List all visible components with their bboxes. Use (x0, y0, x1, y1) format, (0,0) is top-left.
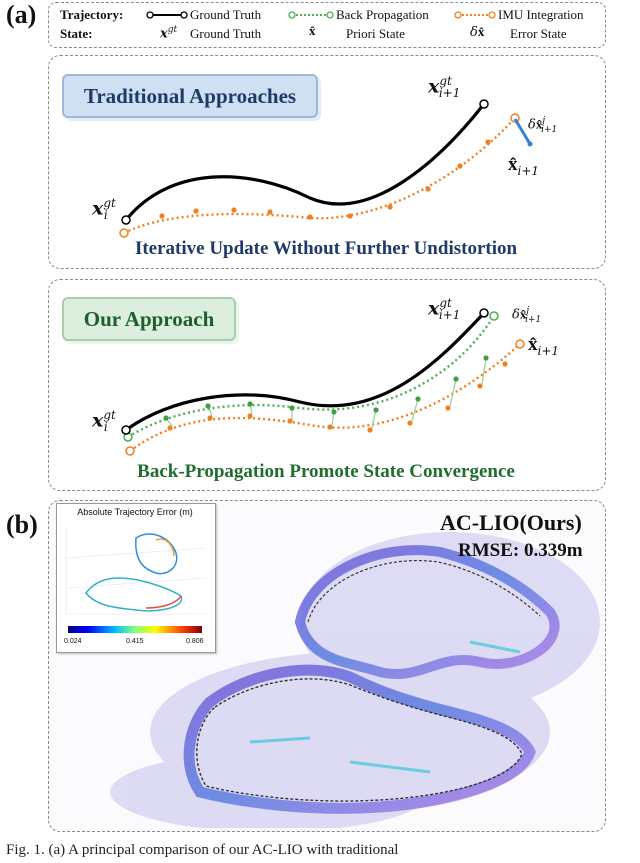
traditional-label-xhat: x̂i+1 (508, 154, 540, 178)
map-bottom-loop (183, 664, 536, 814)
ate-inset-title: Absolute Trajectory Error (m) (77, 507, 193, 517)
traditional-diagram (119, 99, 533, 238)
map-top-loop (294, 545, 560, 679)
legend-imu-integration-label: IMU Integration (498, 7, 584, 22)
ours-ground-truth-curve (125, 311, 486, 432)
legend-box (48, 2, 606, 48)
legend-state-priori-label: Priori State (346, 26, 405, 41)
ours-backprop-end-marker (489, 311, 499, 321)
traditional-badge: Traditional Approaches (62, 74, 318, 118)
legend-state-gt-symbol: xgt (160, 25, 178, 42)
ours-label-error: δx̂ji+1 (512, 306, 542, 325)
rmse-value: RMSE: 0.339m (458, 540, 583, 561)
legend-back-propagation-label: Back Propagation (336, 7, 429, 22)
ours-label-xgt-i: xgti (92, 408, 116, 435)
traditional-ground-truth-curve (124, 103, 486, 222)
legend-state-error-label: Error State (510, 26, 567, 41)
ours-backprop-curve (127, 321, 491, 439)
figure-caption: Fig. 1. (a) A principal comparison of ou… (6, 842, 399, 858)
ate-inset-plot (65, 528, 207, 633)
legend-state-key: State: (60, 26, 93, 41)
legend-trajectory-key: Trajectory: (60, 7, 124, 22)
traditional-error-line (513, 118, 532, 145)
ours-caption: Back-Propagation Promote State Convergen… (137, 461, 515, 482)
ate-colorbar-tick-min: 0.024 (64, 638, 82, 645)
ours-gt-start-marker (121, 425, 131, 435)
ours-gt-end-marker (479, 308, 489, 318)
legend-state-error-symbol: δx̂ (470, 24, 485, 40)
ours-imu-points (167, 361, 508, 433)
traditional-gt-start-marker (121, 215, 131, 225)
ours-box (48, 279, 606, 491)
ate-inset-trajectory-top (135, 533, 178, 575)
point-cloud-map (110, 532, 600, 828)
legend-state-priori-symbol: x̂ (309, 23, 316, 38)
ours-imu-end-marker (515, 339, 525, 349)
traditional-gt-end-marker (479, 99, 489, 109)
ours-backprop-points (163, 355, 489, 421)
map-trajectory (196, 678, 523, 802)
method-title: AC-LIO(Ours) (440, 510, 582, 535)
legend-ground-truth-label: Ground Truth (190, 7, 262, 22)
ate-colorbar (68, 626, 202, 633)
ate-colorbar-tick-max: 0.806 (186, 638, 204, 645)
traditional-imu-start-marker (119, 228, 129, 238)
panel-a-label: (a) (6, 0, 37, 29)
ours-diagram (121, 308, 525, 456)
ours-imu-curve (129, 343, 521, 452)
traditional-box (48, 55, 606, 269)
ours-label-xhat: x̂i+1 (528, 334, 560, 358)
traditional-imu-points (159, 139, 491, 220)
legend-line-samples (146, 11, 496, 19)
ours-label-xgt-i1: xgti+1 (428, 296, 461, 323)
traditional-label-xgt-i1: xgti+1 (428, 74, 461, 101)
ate-colorbar-tick-mid: 0.415 (126, 638, 144, 645)
panel-b-label: (b) (6, 510, 38, 539)
traditional-label-xgt-i: xgti (92, 196, 116, 223)
ours-badge: Our Approach (62, 297, 236, 341)
traditional-caption: Iterative Update Without Further Undisto… (134, 238, 518, 259)
traditional-label-error: δx̂ji+1 (528, 116, 558, 135)
ours-imu-start-marker (125, 446, 135, 456)
ours-correction-arrows (165, 357, 487, 429)
legend-state-gt-label: Ground Truth (190, 26, 262, 41)
